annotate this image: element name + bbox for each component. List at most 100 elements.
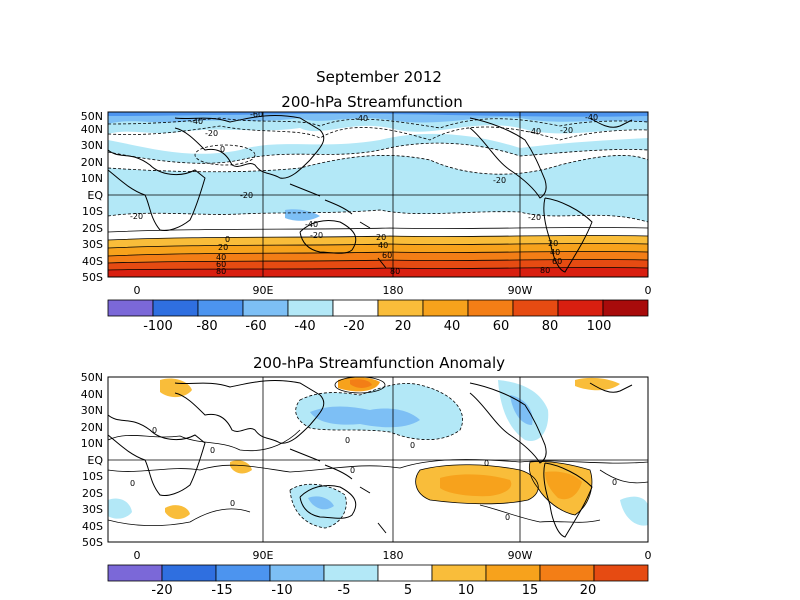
colorbar1-swatch [152,299,199,317]
panel1-frame [107,111,649,278]
svg-text:-40: -40 [355,114,368,123]
panel2-contours [108,377,648,529]
panel1-grid [108,112,648,277]
svg-text:-40: -40 [305,220,318,229]
panel1-lon-labels: 0 90E 180 90W 0 [134,284,652,297]
svg-text:EQ: EQ [87,189,103,202]
svg-text:0: 0 [410,441,415,450]
svg-text:30N: 30N [81,139,103,152]
svg-text:-40: -40 [294,319,315,334]
svg-text:60: 60 [493,319,510,334]
svg-text:40: 40 [216,253,226,262]
panel2-title: 200-hPa Streamfunction Anomaly [253,354,505,372]
svg-text:20: 20 [395,319,412,334]
svg-text:10: 10 [458,583,475,598]
svg-text:-10: -10 [271,583,292,598]
svg-text:40: 40 [444,319,461,334]
svg-text:-40: -40 [585,113,598,122]
svg-text:40S: 40S [82,255,103,268]
svg-text:0: 0 [505,513,510,522]
panel1-title: 200-hPa Streamfunction [281,93,462,111]
svg-text:40N: 40N [81,388,103,401]
svg-text:-20: -20 [560,126,573,135]
svg-text:5: 5 [404,583,412,598]
colorbar1-swatch [287,299,334,317]
svg-text:30S: 30S [82,238,103,251]
svg-text:0: 0 [134,284,141,297]
colorbar2-swatch [323,564,379,582]
svg-text:0: 0 [130,479,135,488]
svg-text:0: 0 [645,284,652,297]
colorbar2-swatch [161,564,217,582]
svg-text:-40: -40 [190,117,203,126]
colorbar1-swatch [197,299,244,317]
svg-text:-20: -20 [493,176,506,185]
svg-text:-5: -5 [338,583,351,598]
svg-text:60: 60 [216,260,226,269]
svg-text:20: 20 [548,239,558,248]
panel2-contour-labels: 0 0 0 0 0 0 0 0 0 0 [130,426,617,522]
svg-text:-20: -20 [240,191,253,200]
svg-text:-20: -20 [310,231,323,240]
svg-text:-20: -20 [130,212,143,221]
svg-text:20: 20 [376,233,386,242]
svg-text:-20: -20 [528,213,541,222]
panel2-lon-labels: 0 90E 180 90W 0 [134,549,652,562]
svg-text:40N: 40N [81,123,103,136]
svg-text:0: 0 [484,459,489,468]
svg-text:50S: 50S [82,271,103,284]
figure-title: September 2012 [316,68,442,86]
svg-text:0: 0 [350,466,355,475]
svg-text:80: 80 [390,267,400,276]
svg-text:100: 100 [587,319,612,334]
panel1-lat-labels: 50N 40N 30N 20N 10N EQ 10S 20S 30S 40S 5… [81,110,104,284]
svg-text:-40: -40 [528,127,541,136]
svg-text:90E: 90E [253,549,274,562]
svg-text:-60: -60 [245,319,266,334]
svg-text:60: 60 [382,251,392,260]
svg-text:90W: 90W [508,284,533,297]
colorbar1-swatch [242,299,289,317]
colorbar2-labels: -20 -15 -10 -5 5 10 15 20 [151,583,596,598]
colorbar1-swatch [557,299,604,317]
panel1-contours [108,117,648,271]
svg-text:50S: 50S [82,536,103,549]
colorbar1-swatch [467,299,514,317]
svg-text:-60: -60 [250,110,263,119]
colorbar1-swatch [602,299,649,317]
colorbar2-swatch [593,564,649,582]
svg-text:-20: -20 [151,583,172,598]
svg-text:180: 180 [383,549,404,562]
panel2-lat-labels: 50N 40N 30N 20N 10N EQ 10S 20S 30S 40S 5… [81,371,104,549]
svg-text:90W: 90W [508,549,533,562]
colorbar1-swatch [422,299,469,317]
svg-text:40S: 40S [82,520,103,533]
svg-text:10S: 10S [82,205,103,218]
svg-text:180: 180 [383,284,404,297]
svg-text:0: 0 [645,549,652,562]
svg-text:20: 20 [580,583,597,598]
svg-text:0: 0 [612,478,617,487]
colorbar2 [107,564,649,582]
svg-text:50N: 50N [81,110,103,123]
svg-text:-100: -100 [143,319,173,334]
svg-text:40: 40 [550,248,560,257]
svg-text:10N: 10N [81,172,103,185]
svg-text:0: 0 [220,145,225,154]
svg-text:20S: 20S [82,487,103,500]
colorbar2-swatch [269,564,325,582]
svg-text:40: 40 [378,241,388,250]
svg-text:20N: 20N [81,421,103,434]
colorbar2-swatch [107,564,163,582]
panel2-frame [107,376,649,543]
panel1-map: -40 -20 -60 -40 -40 -20 -20 -40 -20 0 -2… [108,110,648,277]
svg-text:0: 0 [210,446,215,455]
svg-text:0: 0 [345,436,350,445]
svg-text:80: 80 [542,319,559,334]
colorbar1-swatch [512,299,559,317]
colorbar2-swatch [485,564,541,582]
colorbar1-swatch [332,299,379,317]
svg-text:0: 0 [225,235,230,244]
panel2-map: 0 0 0 0 0 0 0 0 0 0 [108,377,648,542]
